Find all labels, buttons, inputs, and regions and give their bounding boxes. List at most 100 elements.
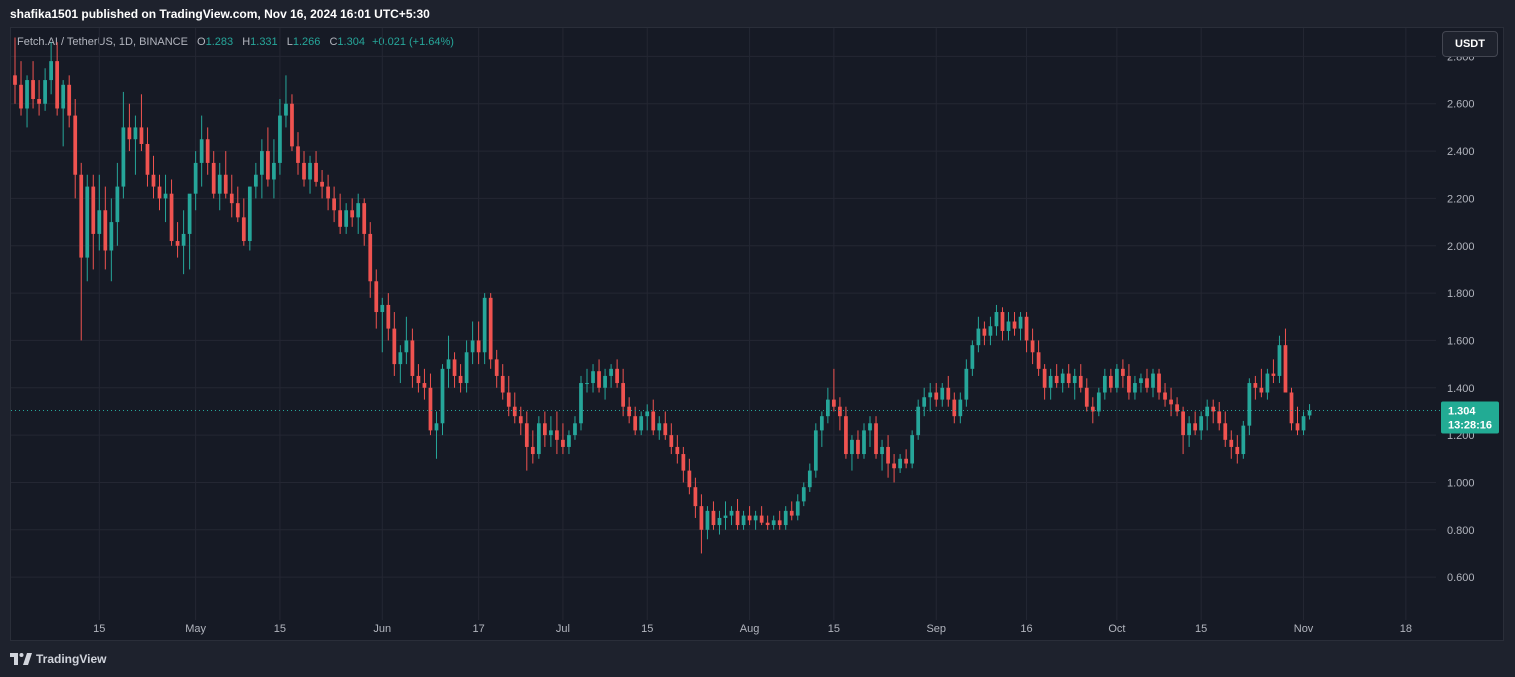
- candle-body: [284, 103, 288, 116]
- candle-body: [290, 103, 294, 147]
- candle-body: [115, 186, 120, 223]
- candle-body: [169, 193, 174, 242]
- candle-body: [1139, 378, 1143, 384]
- candle-body: [645, 411, 650, 417]
- candle-body: [916, 406, 921, 436]
- candle-body: [693, 487, 698, 507]
- candle-body: [1000, 312, 1005, 331]
- candle-body: [591, 371, 595, 384]
- candle-body: [621, 383, 626, 407]
- candle-body: [1295, 423, 1300, 431]
- candle-body: [109, 222, 114, 251]
- candle-body: [819, 416, 824, 431]
- candle-body: [1036, 352, 1041, 369]
- candle-body: [1012, 321, 1017, 329]
- candle-body: [663, 423, 668, 436]
- candle-body: [832, 399, 836, 407]
- candle-body: [223, 174, 228, 194]
- candle-body: [567, 435, 571, 447]
- candle-body: [1030, 340, 1035, 353]
- candle-body: [241, 217, 246, 242]
- candle-body: [332, 198, 336, 211]
- last-price-tag: [1441, 401, 1499, 434]
- candle-body: [771, 520, 776, 526]
- candle-body: [440, 368, 445, 424]
- x-tick-label: 16: [1020, 623, 1032, 635]
- symbol-label[interactable]: Fetch.AI / TetherUS, 1D, BINANCE: [17, 36, 188, 48]
- candle-body: [928, 392, 933, 398]
- candle-body: [199, 139, 204, 163]
- candle-body: [85, 186, 90, 258]
- ohlc-legend: Fetch.AI / TetherUS, 1D, BINANCE O1.283 …: [17, 36, 454, 48]
- candle-body: [1217, 411, 1222, 424]
- candle-body: [741, 515, 746, 526]
- candle-body: [982, 328, 987, 336]
- candle-body: [446, 359, 451, 369]
- candle-body: [1223, 423, 1228, 440]
- candle-body: [79, 174, 84, 258]
- candle-body: [807, 470, 812, 488]
- candle-body: [1169, 399, 1173, 405]
- candle-body: [1181, 411, 1185, 436]
- y-tick-label: 2.200: [1447, 193, 1475, 205]
- tradingview-brand[interactable]: TradingView: [10, 652, 106, 666]
- low-value: 1.266: [292, 36, 321, 48]
- candle-body: [151, 174, 156, 187]
- candle-body: [187, 193, 192, 234]
- candle-body: [410, 340, 415, 376]
- candle-body: [1006, 321, 1011, 331]
- candle-body: [1096, 392, 1101, 412]
- candle-body: [1265, 373, 1270, 393]
- candle-body: [952, 399, 957, 417]
- currency-badge[interactable]: USDT: [1442, 31, 1498, 57]
- candle-body: [1199, 416, 1204, 431]
- open-label: O: [197, 36, 206, 48]
- candle-body: [55, 61, 60, 109]
- candle-body: [627, 406, 632, 417]
- candle-body: [783, 510, 788, 526]
- candle-body: [25, 80, 29, 109]
- candle-body: [609, 368, 613, 376]
- candle-body: [862, 430, 866, 455]
- candle-body: [1277, 345, 1282, 376]
- candle-body: [1187, 423, 1191, 436]
- candle-body: [229, 193, 234, 204]
- candle-body: [476, 340, 481, 353]
- candle-body: [1054, 375, 1059, 384]
- candle-body: [970, 345, 975, 369]
- candle-body: [97, 210, 102, 234]
- y-tick-label: 2.000: [1447, 241, 1475, 253]
- countdown-timer: 13:28:16: [1448, 419, 1492, 431]
- x-tick-label: Sep: [926, 623, 946, 635]
- candle-body: [1175, 404, 1179, 412]
- low-label: L: [286, 36, 293, 48]
- candle-body: [850, 439, 854, 455]
- candle-body: [217, 174, 222, 194]
- candle-body: [868, 423, 872, 431]
- candle-body: [416, 375, 421, 384]
- candle-body: [278, 115, 282, 163]
- tradingview-logo-icon: [10, 653, 32, 665]
- y-tick-label: 2.600: [1447, 99, 1475, 111]
- candle-body: [488, 297, 493, 360]
- candle-body: [964, 368, 969, 400]
- candle-body: [777, 520, 782, 526]
- candle-body: [193, 162, 198, 194]
- chart-panel[interactable]: [10, 27, 1504, 641]
- candle-body: [801, 487, 806, 502]
- candle-body: [326, 186, 330, 199]
- candle-body: [139, 127, 144, 144]
- candle-body: [1072, 375, 1077, 384]
- last-price-value: 1.304: [1448, 405, 1476, 417]
- candle-body: [988, 326, 993, 336]
- candle-body: [657, 423, 662, 431]
- candle-body: [729, 510, 734, 516]
- candle-body: [428, 387, 433, 431]
- candle-body: [518, 416, 523, 424]
- candle-body: [940, 387, 945, 400]
- x-tick-label: Aug: [740, 623, 760, 635]
- candle-body: [946, 387, 951, 400]
- candle-body: [789, 510, 794, 516]
- candle-body: [1253, 383, 1258, 388]
